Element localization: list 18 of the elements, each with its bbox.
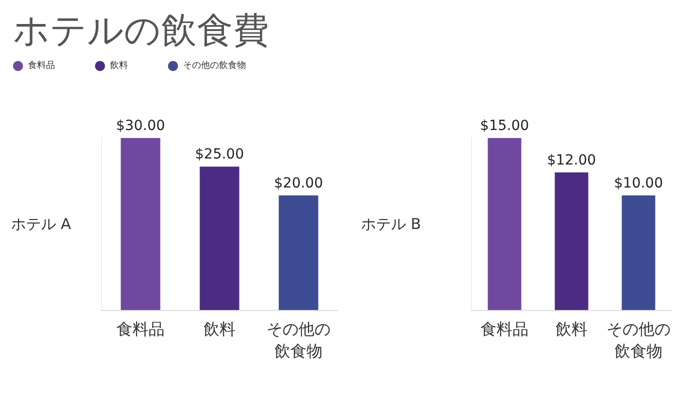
data-label: $20.00 (274, 175, 324, 192)
legend-label: 食料品 (28, 60, 55, 71)
x-tick-label: 食料品 (480, 320, 529, 338)
data-label: $30.00 (116, 118, 166, 134)
x-tick-label: その他の飲食物 (606, 320, 671, 360)
x-tick-label: 食料品 (116, 320, 165, 338)
data-label: $12.00 (547, 152, 596, 168)
y-axis-title: ホテル A (11, 215, 72, 233)
x-tick-label: 飲料 (556, 320, 588, 338)
data-label: $15.00 (480, 118, 530, 134)
chart-title: ホテルの飲食費 (13, 10, 269, 52)
legend-label: 飲料 (110, 60, 128, 71)
x-tick-label: 飲料 (204, 320, 236, 338)
data-label: $10.00 (614, 175, 664, 192)
data-label: $25.00 (195, 146, 244, 163)
legend-label: その他の飲食物 (183, 60, 246, 71)
y-axis-title: ホテル B (360, 215, 422, 233)
x-tick-label: その他の飲食物 (266, 320, 331, 360)
